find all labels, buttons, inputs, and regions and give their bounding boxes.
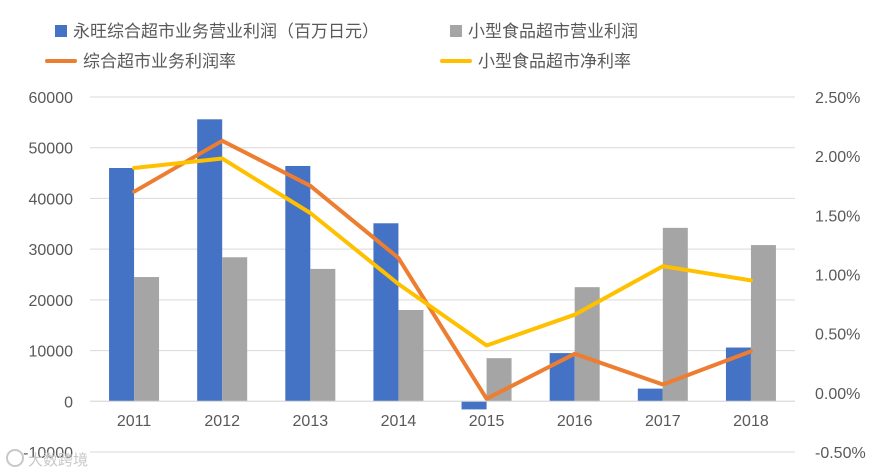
watermark-text: 大数跨境 bbox=[28, 452, 89, 469]
x-tick-label: 2017 bbox=[645, 413, 681, 430]
bar bbox=[310, 268, 336, 402]
y-left-tick-label: 30000 bbox=[29, 242, 74, 259]
y-right-tick-label: -0.50% bbox=[815, 445, 866, 462]
watermark: 大数跨境 bbox=[6, 449, 88, 470]
x-tick-label: 2012 bbox=[204, 413, 240, 430]
legend-label: 小型食品超市净利率 bbox=[478, 52, 631, 71]
bar-series bbox=[109, 119, 776, 410]
y-right-tick-label: 0.00% bbox=[815, 386, 860, 403]
legend-label: 小型食品超市营业利润 bbox=[468, 22, 638, 41]
bar bbox=[109, 168, 135, 402]
y-left-tick-label: 60000 bbox=[29, 90, 74, 107]
y-right-tick-label: 0.50% bbox=[815, 327, 860, 344]
x-tick-label: 2014 bbox=[381, 413, 417, 430]
x-tick-label: 2016 bbox=[557, 413, 593, 430]
y-right-tick-label: 1.50% bbox=[815, 208, 860, 225]
legend-swatch bbox=[55, 25, 67, 37]
y-left-tick-label: 0 bbox=[64, 394, 73, 411]
legend-swatch bbox=[450, 25, 462, 37]
gridlines bbox=[90, 96, 795, 453]
watermark-logo-icon bbox=[6, 449, 24, 467]
legend-label: 永旺综合超市业务营业利润（百万日元） bbox=[73, 22, 379, 41]
bar bbox=[662, 227, 688, 402]
y-left-tick-label: 10000 bbox=[29, 344, 74, 361]
y-left-tick-label: -10000 bbox=[23, 445, 73, 462]
series-line bbox=[132, 138, 753, 401]
line-series bbox=[132, 138, 753, 401]
bar bbox=[750, 245, 776, 402]
x-tick-label: 2013 bbox=[293, 413, 329, 430]
y-right-tick-label: 1.00% bbox=[815, 268, 860, 285]
bar bbox=[398, 310, 424, 402]
axes: -10000 0 10000 20000 30000 40000 50000 60000 -0.… bbox=[23, 90, 866, 462]
y-left-tick-label: 20000 bbox=[29, 293, 74, 310]
x-tick-label: 2018 bbox=[733, 413, 769, 430]
series-line bbox=[132, 156, 753, 348]
bar bbox=[222, 257, 248, 402]
x-tick-label: 2015 bbox=[469, 413, 505, 430]
y-left-tick-label: 50000 bbox=[29, 141, 74, 158]
bar bbox=[197, 119, 223, 402]
y-right-tick-label: 2.00% bbox=[815, 149, 860, 166]
bar bbox=[637, 388, 663, 402]
legend-label: 综合超市业务利润率 bbox=[83, 52, 236, 71]
x-tick-label: 2011 bbox=[117, 413, 152, 430]
y-left-tick-label: 40000 bbox=[29, 191, 74, 208]
bar bbox=[134, 277, 160, 402]
y-right-tick-label: 2.50% bbox=[815, 90, 860, 107]
bar bbox=[461, 401, 487, 410]
